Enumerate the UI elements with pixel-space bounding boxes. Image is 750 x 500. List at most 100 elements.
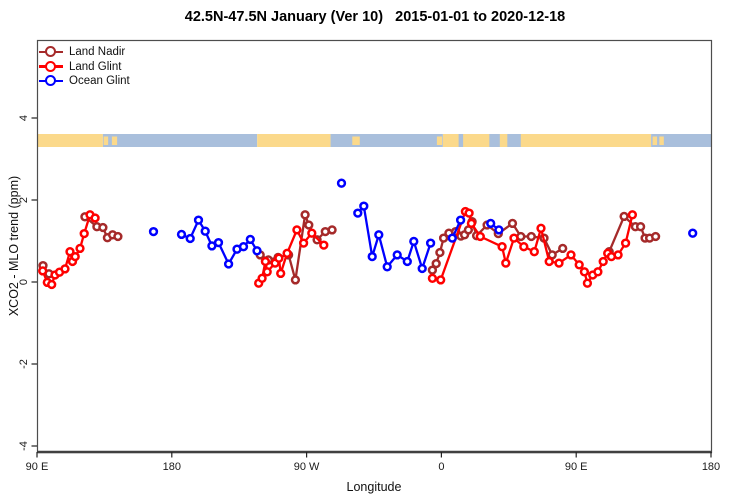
data-point xyxy=(298,238,309,248)
data-point xyxy=(688,228,698,238)
legend-item-ocean-glint: Ocean Glint xyxy=(39,74,130,88)
data-point xyxy=(282,248,292,258)
y-axis: -4 -2 0 2 4 xyxy=(18,115,37,451)
band-ocean-patch xyxy=(458,134,464,147)
data-point xyxy=(70,251,80,262)
data-point xyxy=(47,279,57,290)
data-point xyxy=(304,220,314,230)
data-point xyxy=(319,240,329,250)
data-point xyxy=(260,256,271,267)
data-point xyxy=(60,264,70,274)
data-point xyxy=(486,218,496,229)
data-point xyxy=(176,229,187,240)
band-land-patch xyxy=(652,136,658,145)
y-tick-label: 4 xyxy=(18,115,30,121)
x-tick-label: 90 E xyxy=(565,461,588,473)
data-point xyxy=(627,210,638,220)
data-point xyxy=(245,234,255,245)
legend-item-land-glint: Land Glint xyxy=(39,60,130,74)
data-point xyxy=(185,233,195,244)
x-axis: 90 E 180 90 W 0 90 E 180 xyxy=(26,450,720,473)
data-point xyxy=(447,233,457,243)
data-point xyxy=(593,267,603,277)
data-point xyxy=(431,258,441,269)
data-point xyxy=(193,215,204,225)
data-point xyxy=(427,273,438,283)
data-point xyxy=(374,230,384,240)
data-point xyxy=(494,225,504,235)
data-point xyxy=(90,213,100,223)
data-point xyxy=(65,247,75,257)
data-point xyxy=(336,178,347,188)
data-point xyxy=(501,258,511,268)
data-point xyxy=(79,228,89,239)
band-land-segment xyxy=(257,134,331,147)
data-point xyxy=(475,231,485,242)
data-point xyxy=(582,278,593,288)
series-line xyxy=(259,214,333,281)
series-land-glint xyxy=(38,206,638,290)
data-point xyxy=(427,265,438,275)
data-point xyxy=(507,218,518,229)
band-ocean-segment xyxy=(102,134,258,147)
data-point xyxy=(307,228,317,238)
land-ocean-band xyxy=(37,134,711,147)
legend-label: Land Glint xyxy=(69,60,122,73)
band-land-patch xyxy=(436,136,443,145)
chart-title: 42.5N-47.5N January (Ver 10) 2015-01-01 … xyxy=(184,9,566,25)
data-point xyxy=(213,237,224,248)
data-point xyxy=(497,242,507,252)
y-tick-label: -2 xyxy=(18,359,30,369)
data-point xyxy=(402,256,412,267)
data-point xyxy=(635,222,646,232)
data-point xyxy=(466,218,477,229)
data-point xyxy=(613,250,623,260)
data-point xyxy=(509,233,519,243)
data-point xyxy=(425,238,436,248)
data-point xyxy=(75,243,85,254)
x-tick-label: 180 xyxy=(702,461,720,473)
data-point xyxy=(327,225,337,235)
data-point xyxy=(274,253,284,263)
data-point xyxy=(536,223,546,233)
data-point xyxy=(252,246,262,256)
legend: Land Nadir Land Glint Ocean Glint xyxy=(39,45,130,89)
legend-marker-icon xyxy=(39,45,63,59)
data-point xyxy=(436,275,446,285)
data-point xyxy=(392,250,402,260)
legend-label: Ocean Glint xyxy=(69,75,130,87)
band-ocean-patch xyxy=(507,134,521,147)
data-point xyxy=(455,215,466,225)
data-point xyxy=(290,275,301,285)
data-point xyxy=(113,231,123,242)
data-point xyxy=(464,208,474,218)
data-point xyxy=(620,238,631,248)
band-land-segment xyxy=(442,134,652,147)
data-point xyxy=(558,243,568,254)
y-tick-label: 2 xyxy=(18,197,30,203)
data-point xyxy=(238,242,249,252)
data-point xyxy=(300,210,310,220)
data-point xyxy=(223,259,234,269)
data-point xyxy=(148,226,159,237)
data-point xyxy=(650,231,661,242)
data-point xyxy=(262,267,272,277)
data-point xyxy=(367,251,377,262)
data-point xyxy=(409,236,419,247)
data-point xyxy=(598,256,608,267)
band-land-patch xyxy=(103,136,109,145)
data-point xyxy=(574,260,584,270)
x-tick-label: 180 xyxy=(163,461,181,473)
legend-marker-icon xyxy=(39,74,63,88)
data-point xyxy=(619,211,629,222)
data-point xyxy=(435,247,445,258)
y-tick-label: 0 xyxy=(18,279,30,285)
x-axis-title: Longitude xyxy=(346,480,402,494)
legend-label: Land Nadir xyxy=(69,46,126,58)
band-land-segment xyxy=(37,134,103,147)
data-point xyxy=(544,256,554,267)
data-point xyxy=(579,267,590,277)
data-point xyxy=(257,273,267,283)
data-point xyxy=(566,250,576,260)
